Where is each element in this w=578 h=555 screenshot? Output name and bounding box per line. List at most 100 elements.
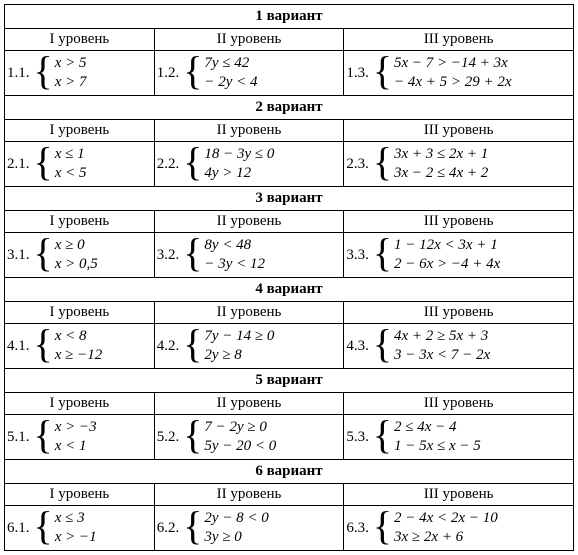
equation-line: 18 − 3y ≤ 0 — [204, 145, 274, 164]
problem-cell: 3.2.{8y < 48− 3y < 12 — [154, 233, 344, 278]
problem-number: 6.2. — [157, 520, 184, 537]
problem-number: 5.2. — [157, 429, 184, 446]
equation-line: 7y ≤ 42 — [204, 54, 257, 73]
equation-system: 7 − 2y ≥ 05y − 20 < 0 — [204, 418, 276, 456]
equation-line: x > −3 — [55, 418, 97, 437]
brace-icon: { — [373, 233, 394, 273]
equation-line: 4y > 12 — [204, 164, 274, 183]
problem-cell: 5.3.{2 ≤ 4x − 41 − 5x ≤ x − 5 — [344, 415, 574, 460]
level-header: I уровень — [5, 120, 155, 142]
variant-header: 2 вариант — [5, 96, 574, 120]
brace-icon: { — [373, 51, 394, 91]
equation-system: 5x − 7 > −14 + 3x− 4x + 5 > 29 + 2x — [394, 54, 512, 92]
equation-line: − 4x + 5 > 29 + 2x — [394, 73, 512, 92]
equation-system: 3x + 3 ≤ 2x + 13x − 2 ≤ 4x + 2 — [394, 145, 488, 183]
brace-icon: { — [34, 506, 55, 546]
problem-number: 4.1. — [7, 338, 34, 355]
brace-icon: { — [34, 324, 55, 364]
brace-icon: { — [34, 142, 55, 182]
equation-line: 1 − 12x < 3x + 1 — [394, 236, 500, 255]
equation-system: 2 − 4x < 2x − 103x ≥ 2x + 6 — [394, 509, 498, 547]
problem-cell: 4.1.{x < 8x ≥ −12 — [5, 324, 155, 369]
problem-number: 1.2. — [157, 65, 184, 82]
variant-header: 5 вариант — [5, 369, 574, 393]
variant-header: 6 вариант — [5, 460, 574, 484]
equation-line: x > 7 — [55, 73, 87, 92]
problem-cell: 6.1.{x ≤ 3x > −1 — [5, 506, 155, 551]
problem-number: 4.3. — [346, 338, 373, 355]
equation-line: 3 − 3x < 7 − 2x — [394, 346, 490, 365]
problem-number: 2.2. — [157, 156, 184, 173]
equation-line: x ≤ 1 — [55, 145, 87, 164]
brace-icon: { — [373, 142, 394, 182]
equation-system: x ≥ 0x > 0,5 — [55, 236, 98, 274]
equation-line: 2 − 6x > −4 + 4x — [394, 255, 500, 274]
problem-cell: 3.3.{1 − 12x < 3x + 12 − 6x > −4 + 4x — [344, 233, 574, 278]
equation-line: − 3y < 12 — [204, 255, 265, 274]
brace-icon: { — [183, 142, 204, 182]
equation-line: x > −1 — [55, 528, 97, 547]
problem-cell: 1.2.{7y ≤ 42− 2y < 4 — [154, 51, 344, 96]
equation-line: 4x + 2 ≥ 5x + 3 — [394, 327, 490, 346]
problem-cell: 4.2.{7y − 14 ≥ 02y ≥ 8 — [154, 324, 344, 369]
problem-number: 1.3. — [346, 65, 373, 82]
equation-system: x ≤ 3x > −1 — [55, 509, 97, 547]
equation-line: 8y < 48 — [204, 236, 265, 255]
brace-icon: { — [373, 415, 394, 455]
problem-number: 3.3. — [346, 247, 373, 264]
level-header: I уровень — [5, 29, 155, 51]
variant-header: 4 вариант — [5, 278, 574, 302]
brace-icon: { — [183, 51, 204, 91]
equation-line: 5y − 20 < 0 — [204, 437, 276, 456]
equation-system: 8y < 48− 3y < 12 — [204, 236, 265, 274]
equation-line: 5x − 7 > −14 + 3x — [394, 54, 512, 73]
problem-cell: 4.3.{4x + 2 ≥ 5x + 33 − 3x < 7 − 2x — [344, 324, 574, 369]
equation-system: 1 − 12x < 3x + 12 − 6x > −4 + 4x — [394, 236, 500, 274]
equation-line: x < 8 — [55, 327, 103, 346]
problem-cell: 1.1.{x > 5x > 7 — [5, 51, 155, 96]
brace-icon: { — [183, 324, 204, 364]
problem-number: 4.2. — [157, 338, 184, 355]
brace-icon: { — [183, 415, 204, 455]
level-header: I уровень — [5, 484, 155, 506]
equation-line: 3x ≥ 2x + 6 — [394, 528, 498, 547]
equation-line: x < 5 — [55, 164, 87, 183]
equation-system: x ≤ 1x < 5 — [55, 145, 87, 183]
variant-header: 3 вариант — [5, 187, 574, 211]
problem-cell: 5.1.{x > −3x < 1 — [5, 415, 155, 460]
equation-line: 2y ≥ 8 — [204, 346, 274, 365]
problem-number: 5.3. — [346, 429, 373, 446]
equation-line: 2y − 8 < 0 — [204, 509, 268, 528]
equation-line: 3x + 3 ≤ 2x + 1 — [394, 145, 488, 164]
brace-icon: { — [34, 51, 55, 91]
problem-number: 6.1. — [7, 520, 34, 537]
problem-cell: 6.3.{2 − 4x < 2x − 103x ≥ 2x + 6 — [344, 506, 574, 551]
problem-cell: 2.1.{x ≤ 1x < 5 — [5, 142, 155, 187]
problem-cell: 2.3.{3x + 3 ≤ 2x + 13x − 2 ≤ 4x + 2 — [344, 142, 574, 187]
problem-number: 3.1. — [7, 247, 34, 264]
equation-system: x < 8x ≥ −12 — [55, 327, 103, 365]
brace-icon: { — [183, 506, 204, 546]
problem-number: 2.1. — [7, 156, 34, 173]
problem-cell: 6.2.{2y − 8 < 03y ≥ 0 — [154, 506, 344, 551]
equation-system: x > −3x < 1 — [55, 418, 97, 456]
equation-system: 7y ≤ 42− 2y < 4 — [204, 54, 257, 92]
brace-icon: { — [373, 324, 394, 364]
equation-line: x > 5 — [55, 54, 87, 73]
equation-line: 1 − 5x ≤ x − 5 — [394, 437, 481, 456]
equation-line: 3x − 2 ≤ 4x + 2 — [394, 164, 488, 183]
problem-cell: 1.3.{5x − 7 > −14 + 3x− 4x + 5 > 29 + 2x — [344, 51, 574, 96]
brace-icon: { — [183, 233, 204, 273]
equation-line: x ≤ 3 — [55, 509, 97, 528]
problem-number: 3.2. — [157, 247, 184, 264]
equation-line: − 2y < 4 — [204, 73, 257, 92]
equation-line: 7y − 14 ≥ 0 — [204, 327, 274, 346]
equation-system: 4x + 2 ≥ 5x + 33 − 3x < 7 − 2x — [394, 327, 490, 365]
problem-cell: 3.1.{x ≥ 0x > 0,5 — [5, 233, 155, 278]
problem-number: 6.3. — [346, 520, 373, 537]
equation-line: 2 − 4x < 2x − 10 — [394, 509, 498, 528]
level-header: I уровень — [5, 393, 155, 415]
problem-cell: 2.2.{18 − 3y ≤ 04y > 12 — [154, 142, 344, 187]
equation-system: 7y − 14 ≥ 02y ≥ 8 — [204, 327, 274, 365]
equation-line: x ≥ −12 — [55, 346, 103, 365]
